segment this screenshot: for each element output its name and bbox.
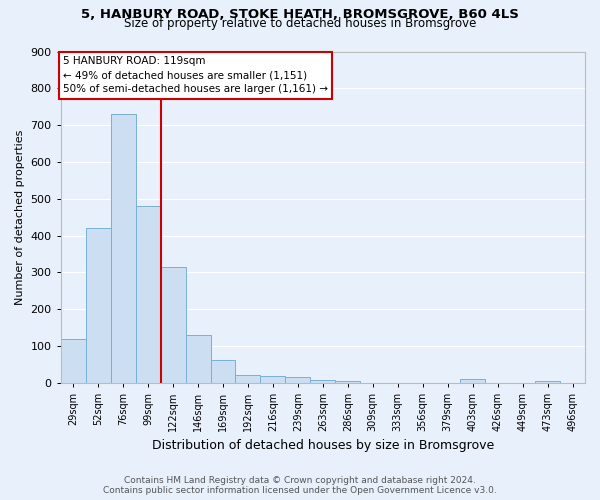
Bar (460, 379, 485, 383)
Bar (110, 114, 136, 383)
Bar (136, 206, 161, 383)
Bar (335, 381, 361, 383)
Bar (260, 376, 286, 383)
Bar (535, 381, 560, 383)
Text: Contains HM Land Registry data © Crown copyright and database right 2024.
Contai: Contains HM Land Registry data © Crown c… (103, 476, 497, 495)
Bar (235, 376, 260, 383)
X-axis label: Distribution of detached houses by size in Bromsgrove: Distribution of detached houses by size … (152, 440, 494, 452)
Bar (310, 380, 335, 383)
Bar (61, 338, 86, 383)
Text: Size of property relative to detached houses in Bromsgrove: Size of property relative to detached ho… (124, 18, 476, 30)
Bar (286, 377, 310, 383)
Bar (211, 360, 235, 383)
Text: 5 HANBURY ROAD: 119sqm
← 49% of detached houses are smaller (1,151)
50% of semi-: 5 HANBURY ROAD: 119sqm ← 49% of detached… (64, 56, 328, 94)
Bar (86, 228, 110, 383)
Text: 5, HANBURY ROAD, STOKE HEATH, BROMSGROVE, B60 4LS: 5, HANBURY ROAD, STOKE HEATH, BROMSGROVE… (81, 8, 519, 20)
Bar (185, 335, 211, 383)
Y-axis label: Number of detached properties: Number of detached properties (15, 130, 25, 305)
Bar (161, 267, 185, 383)
